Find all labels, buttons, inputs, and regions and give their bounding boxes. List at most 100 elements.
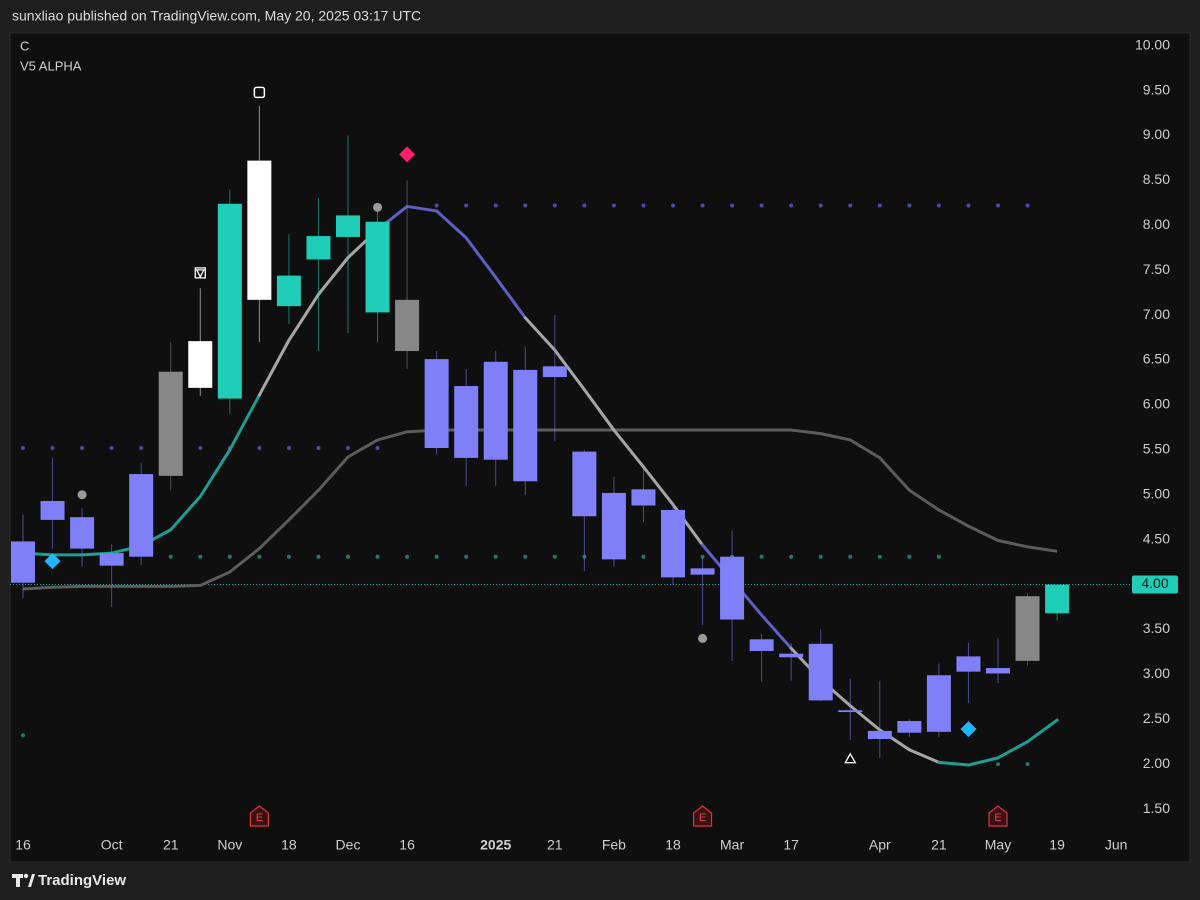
candle-body [897, 721, 922, 733]
y-tick-label: 9.00 [1143, 126, 1170, 142]
logo-part [16, 874, 20, 887]
last-price-label: 4.00 [1141, 575, 1168, 591]
logo-part [28, 874, 35, 887]
level-dot [552, 554, 557, 559]
x-tick-label: 17 [783, 837, 799, 853]
level-dot [936, 203, 941, 208]
x-tick-label: 18 [665, 837, 681, 853]
x-tick-label: Apr [869, 837, 891, 853]
fast-line-segment [523, 316, 557, 352]
x-tick-label: May [985, 837, 1011, 853]
candle-body [365, 221, 390, 313]
level-dot [818, 554, 823, 559]
y-tick-label: 9.50 [1143, 81, 1170, 97]
earnings-badge [249, 805, 269, 827]
level-dot [434, 554, 439, 559]
fast-line-segment [316, 256, 350, 296]
level-dot [877, 203, 882, 208]
y-tick-label: 2.00 [1143, 755, 1170, 771]
fast-line-segment [405, 204, 439, 213]
fast-line-segment [641, 465, 675, 507]
earnings-badge [692, 805, 713, 827]
x-tick-label: 21 [163, 837, 179, 853]
level-dot [316, 446, 321, 451]
last-price-box [1132, 575, 1178, 594]
x-tick-label: Jun [1105, 837, 1128, 853]
level-dot [730, 203, 735, 208]
level-dot [346, 446, 350, 451]
marker-diamond [960, 721, 977, 738]
candle-body [306, 236, 331, 260]
y-tick-label: 8.00 [1143, 216, 1170, 232]
fast-line-segment [582, 388, 616, 432]
marker-square [253, 86, 266, 99]
level-dot [789, 554, 794, 559]
fast-line-segment [553, 348, 586, 392]
level-dot [848, 203, 853, 208]
y-tick-label: 6.00 [1143, 396, 1170, 412]
x-tick-label: Oct [101, 837, 123, 853]
x-tick-label: Nov [217, 837, 242, 853]
y-tick-label: 3.50 [1143, 620, 1170, 636]
candle-body [188, 341, 213, 388]
candle-body [513, 369, 538, 482]
earnings-badge [988, 805, 1008, 827]
level-dot [198, 554, 203, 559]
level-dot [405, 554, 410, 559]
x-tick-label: 2025 [480, 837, 511, 853]
level-dot [611, 203, 616, 208]
candle-body [11, 541, 35, 583]
level-dot [257, 554, 262, 559]
level-dot [523, 554, 528, 559]
fast-line-segment [848, 704, 882, 732]
fast-line-segment [937, 760, 970, 767]
candle-body [247, 160, 272, 300]
x-tick-label: 19 [1049, 837, 1065, 853]
level-dot [1025, 203, 1030, 208]
y-tick-label: 5.50 [1143, 441, 1170, 457]
y-tick-label: 8.50 [1143, 171, 1170, 187]
level-dot [552, 203, 557, 208]
level-dot [848, 554, 853, 559]
level-dot [434, 203, 439, 208]
fast-line-segment [435, 209, 468, 240]
y-tick-label: 10.00 [1135, 36, 1170, 52]
fast-line-segment [464, 236, 498, 279]
chart-pane [9, 32, 1191, 863]
fast-line-segment [907, 748, 941, 764]
earnings-label: E [699, 812, 706, 824]
footer-brand: TradingView [38, 872, 126, 889]
fast-line-segment [494, 275, 527, 320]
fast-line-segment [198, 448, 232, 499]
candle-body [720, 556, 745, 620]
level-dot [316, 554, 321, 559]
fast-line-segment [966, 756, 1000, 767]
candle-body [276, 275, 301, 307]
level-dot [966, 203, 971, 208]
fast-line-segment [228, 393, 261, 452]
level-dot [346, 554, 350, 559]
marker-dot [373, 202, 383, 212]
candle-body [631, 489, 656, 506]
y-tick-label: 1.50 [1143, 800, 1170, 816]
candle-body [70, 517, 95, 549]
level-dot [1025, 762, 1030, 767]
candle-body [926, 675, 951, 732]
level-dot [227, 554, 232, 559]
level-dot [21, 446, 25, 451]
fast-line-segment [169, 495, 202, 532]
x-tick-label: Dec [336, 837, 361, 853]
level-dot [582, 203, 587, 208]
candle-body [572, 451, 597, 517]
level-dot [21, 733, 25, 738]
candle-body [129, 474, 154, 557]
level-dot [198, 446, 203, 451]
candle-body [956, 656, 981, 672]
candle-body [779, 653, 804, 658]
y-tick-label: 2.50 [1143, 710, 1170, 726]
level-dot [257, 446, 262, 451]
fast-line-segment [760, 613, 793, 650]
candle-body [808, 643, 833, 701]
logo-part [23, 873, 29, 879]
